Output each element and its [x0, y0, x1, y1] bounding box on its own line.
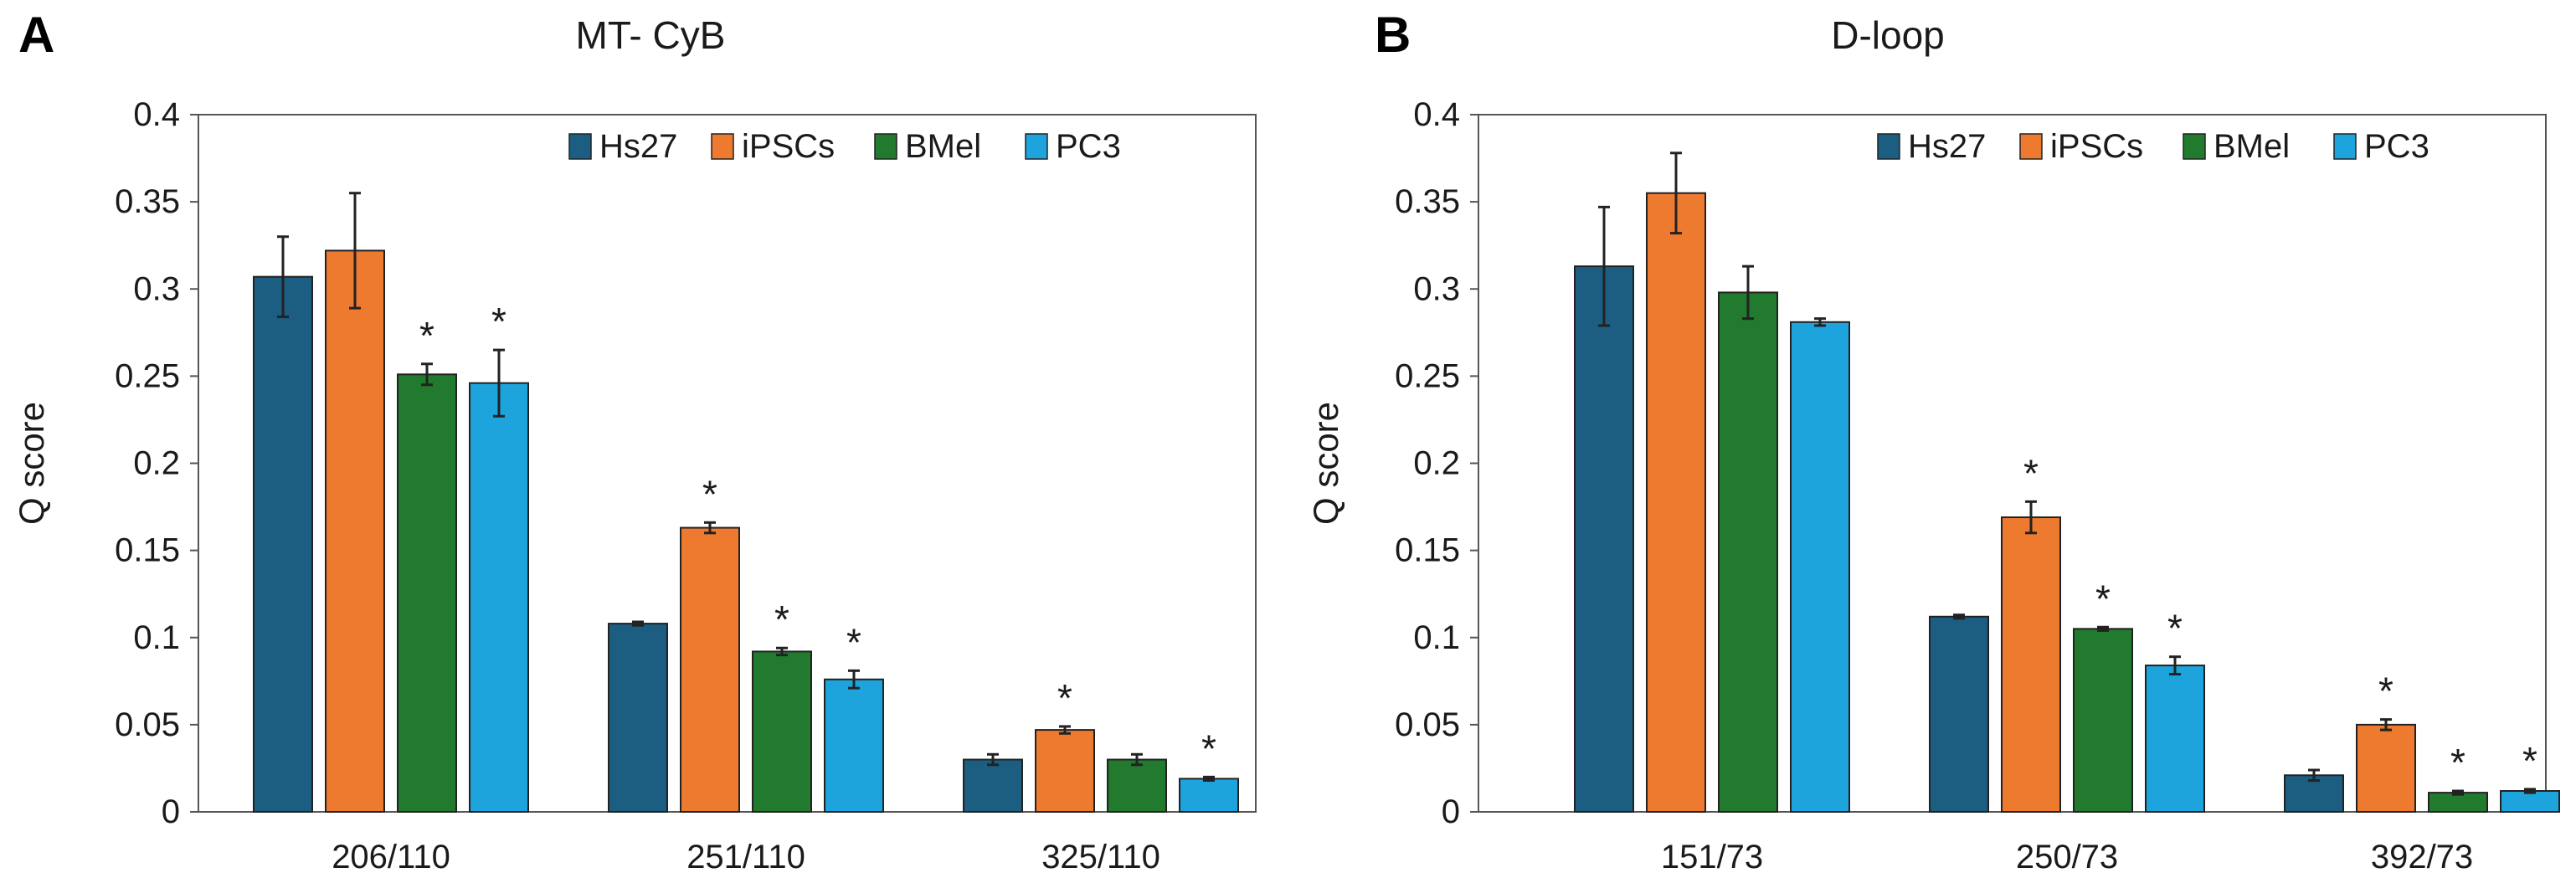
significance-star: * [491, 300, 506, 343]
significance-star: * [1201, 726, 1216, 770]
y-tick-label: 0 [1442, 793, 1460, 830]
y-tick-label: 0.4 [133, 96, 180, 133]
legend-label-ipscs: iPSCs [2050, 128, 2143, 165]
bar-ipscs [2356, 723, 2416, 813]
y-axis-title-a: Q score [12, 402, 51, 525]
y-tick-label: 0.2 [133, 445, 180, 482]
significance-star: * [2023, 451, 2039, 495]
y-tick-label: 0.3 [1413, 270, 1460, 307]
bar-pc3 [2145, 665, 2205, 813]
category-label: 206/110 [332, 839, 450, 875]
bar-ipscs [1035, 729, 1095, 813]
chart-b-svg: B D-loop 0 0.05 0.1 0.15 0.2 0.25 0.3 0.35 0.4 Q sc… [1306, 7, 2560, 875]
legend-swatch-hs27 [568, 133, 592, 160]
bar-pc3 [1179, 778, 1239, 813]
legend-swatch-bmel [874, 133, 897, 160]
bar-ipscs [1646, 192, 1706, 813]
bar-pc3 [2500, 790, 2560, 814]
chart-panel-b: B D-loop 0 0.05 0.1 0.15 0.2 0.25 0.3 0.35 0.4 Q sc… [1288, 0, 2576, 883]
significance-star: * [2167, 607, 2183, 650]
y-tick-label: 0.2 [1413, 445, 1460, 482]
significance-star: * [2522, 739, 2537, 783]
legend-label-ipscs: iPSCs [742, 128, 835, 165]
legend-swatch-hs27 [1877, 133, 1900, 160]
y-tick-label: 0.25 [1395, 357, 1460, 394]
chart-panel-a: A MT- CyB 0 0.05 0.1 0.15 0.2 0.25 0.3 0.35 0.4 Q s… [12, 7, 1257, 875]
category-label: 250/73 [2016, 839, 2118, 875]
panel-letter-a: A [18, 7, 54, 63]
bar-hs27 [253, 275, 313, 813]
chart-a-svg: A MT- CyB 0 0.05 0.1 0.15 0.2 0.25 0.3 0.35 0.4 Q s… [12, 7, 1257, 875]
category-label: 392/73 [2371, 839, 2473, 875]
bar-pc3 [824, 678, 884, 813]
legend-label-pc3: PC3 [2364, 128, 2429, 165]
bar-ipscs [680, 526, 740, 813]
legend-label-pc3: PC3 [1056, 128, 1121, 165]
legend-label-hs27: Hs27 [599, 128, 677, 165]
legend-swatch-pc3 [2333, 133, 2357, 160]
y-tick-label: 0.05 [1395, 706, 1460, 743]
chart-title-b: D-loop [1831, 13, 1945, 57]
y-tick-label: 0 [162, 793, 180, 830]
bar-ipscs [325, 249, 385, 813]
significance-star: * [846, 620, 861, 664]
category-label: 325/110 [1041, 839, 1160, 875]
bar-pc3 [1790, 321, 1850, 813]
significance-star: * [2095, 577, 2111, 620]
category-label: 251/110 [686, 839, 805, 875]
bar-hs27 [1574, 265, 1634, 813]
significance-star: * [1057, 676, 1072, 720]
y-tick-label: 0.05 [115, 706, 180, 743]
bar-pc3 [469, 382, 529, 813]
legend-label-bmel: BMel [2214, 128, 2290, 165]
bar-bmel [2073, 628, 2133, 814]
bar-hs27 [608, 623, 668, 814]
bar-bmel [1718, 291, 1778, 814]
significance-star: * [774, 598, 789, 641]
bar-bmel [397, 373, 457, 814]
significance-star: * [702, 472, 717, 516]
significance-star: * [419, 314, 434, 357]
y-tick-label: 0.1 [133, 619, 180, 656]
y-tick-label: 0.15 [1395, 532, 1460, 569]
y-tick-label: 0.35 [1395, 183, 1460, 220]
bar-bmel [1107, 758, 1167, 814]
y-axis-title-b: Q score [1306, 402, 1345, 525]
y-tick-label: 0.4 [1413, 96, 1460, 133]
bar-hs27 [963, 758, 1023, 814]
significance-star: * [2450, 741, 2465, 784]
legend-swatch-ipscs [2019, 133, 2043, 160]
bar-bmel [752, 650, 812, 813]
y-tick-label: 0.25 [115, 357, 180, 394]
legend-label-bmel: BMel [905, 128, 981, 165]
legend-swatch-bmel [2183, 133, 2206, 160]
legend-swatch-ipscs [711, 133, 734, 160]
bar-ipscs [2001, 516, 2061, 813]
y-tick-label: 0.15 [115, 532, 180, 569]
y-tick-label: 0.35 [115, 183, 180, 220]
y-tick-label: 0.1 [1413, 619, 1460, 656]
y-tick-label: 0.3 [133, 270, 180, 307]
chart-title-a: MT- CyB [576, 13, 726, 57]
bar-hs27 [1929, 615, 1989, 814]
category-label: 151/73 [1661, 839, 1763, 875]
significance-star: * [2378, 670, 2393, 713]
panel-letter-b: B [1375, 7, 1411, 63]
legend-swatch-pc3 [1025, 133, 1048, 160]
legend-label-hs27: Hs27 [1908, 128, 1986, 165]
